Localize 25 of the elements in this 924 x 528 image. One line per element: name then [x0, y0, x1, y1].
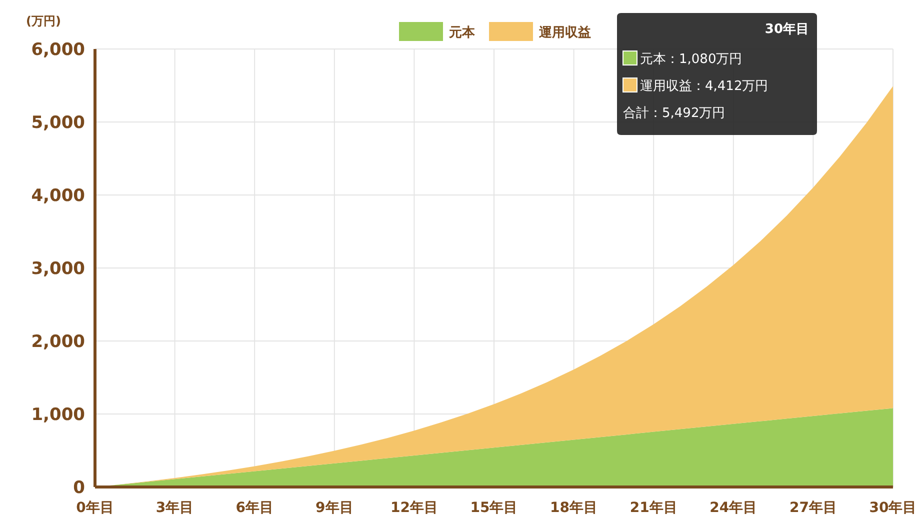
- x-tick-label: 21年目: [630, 500, 678, 516]
- x-tick-label: 18年目: [550, 500, 598, 516]
- x-tick-label: 6年目: [236, 500, 274, 516]
- x-tick-label: 3年目: [156, 500, 194, 516]
- annotation: 合計：5,492万円: [623, 106, 726, 121]
- x-tick-label: 24年目: [710, 500, 758, 516]
- y-tick-label: 2,000: [31, 332, 86, 352]
- y-tick-label: 0: [73, 478, 86, 498]
- legend-label: 元本: [448, 26, 476, 41]
- x-tick-label: 27年目: [789, 500, 837, 516]
- y-tick-label: 6,000: [31, 40, 86, 60]
- x-tick-label: 30年目: [869, 500, 917, 516]
- y-tick-label: 5,000: [31, 112, 86, 133]
- x-tick-label: 9年目: [316, 500, 354, 516]
- y-axis-title: (万円): [26, 14, 61, 28]
- y-tick-label: 3,000: [31, 258, 86, 279]
- annotation: 元本：1,080万円: [640, 52, 742, 67]
- annotation: 運用収益：4,412万円: [640, 79, 768, 94]
- y-tick-label: 1,000: [31, 404, 86, 425]
- x-tick-label: 0年目: [76, 500, 114, 516]
- y-tick-label: 4,000: [31, 186, 86, 206]
- x-tick-label: 12年目: [390, 500, 438, 516]
- legend-label: 運用収益: [538, 26, 591, 41]
- text: 30年目: [764, 22, 809, 37]
- x-tick-label: 15年目: [470, 500, 518, 516]
